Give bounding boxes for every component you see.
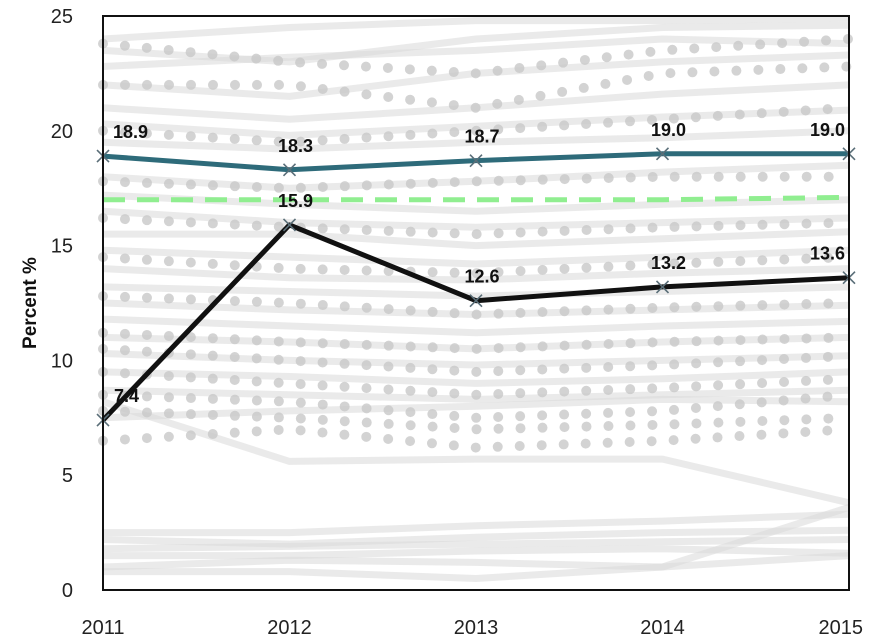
series-1-point-3 <box>655 280 670 294</box>
background-dotted-line-6 <box>98 291 854 320</box>
data-labels: 18.9 18.3 18.7 19.0 19.0 7.4 15.9 12.6 13.2 13.6 <box>113 120 845 406</box>
background-line-11 <box>102 246 850 268</box>
background-line-23 <box>102 526 850 548</box>
data-label-0-1: 18.3 <box>278 136 313 156</box>
data-label-0-3: 19.0 <box>651 120 686 140</box>
data-label-1-4: 13.6 <box>810 244 845 264</box>
series-1-point-2 <box>469 294 483 308</box>
x-tick-label-3: 2014 <box>640 617 685 639</box>
background-line-26 <box>102 503 851 571</box>
y-axis-title: Percent % <box>20 257 41 349</box>
y-tick-label-3: 15 <box>51 236 73 258</box>
x-tick-label-1: 2012 <box>267 617 312 639</box>
data-label-1-2: 12.6 <box>464 267 499 287</box>
background-line-12 <box>102 265 850 284</box>
data-label-1-3: 13.2 <box>651 253 686 273</box>
background-line-0 <box>102 14 850 43</box>
series-0-point-3 <box>655 147 670 161</box>
background-dotted-line-11 <box>98 405 854 435</box>
main-series-group <box>96 147 856 427</box>
background-dotted-line-10 <box>98 389 854 423</box>
series-1-point-1 <box>282 218 297 232</box>
data-label-0-0: 18.9 <box>113 122 148 142</box>
background-dotted-line-1 <box>98 61 854 113</box>
background-line-8 <box>102 191 850 215</box>
background-dotted-line-0 <box>98 34 854 79</box>
background-dotted-line-12 <box>98 424 854 453</box>
y-tick-label-4: 20 <box>51 121 73 143</box>
background-dotted-line-8 <box>98 343 854 377</box>
background-line-15 <box>102 315 850 337</box>
data-label-1-0: 7.4 <box>114 386 139 406</box>
plot-area-frame <box>102 15 850 591</box>
background-line-22 <box>103 510 850 537</box>
background-dotted-line-5 <box>98 252 854 279</box>
background-dotted-line-2 <box>98 102 854 148</box>
y-tick-label-2: 10 <box>51 350 73 372</box>
background-line-24 <box>102 536 850 553</box>
x-tick-label-4: 2015 <box>819 617 864 639</box>
y-tick-label-0: 0 <box>62 580 73 602</box>
background-line-27 <box>103 552 850 582</box>
background-line-10 <box>103 228 850 250</box>
background-dotted-line-7 <box>98 327 854 354</box>
background-line-18 <box>102 368 850 387</box>
y-tick-label-1: 5 <box>62 465 73 487</box>
y-tick-label-5: 25 <box>51 6 73 28</box>
data-label-0-4: 19.0 <box>810 120 845 140</box>
background-line-20 <box>101 398 850 507</box>
series-line-2 <box>103 194 850 203</box>
background-line-9 <box>102 207 850 231</box>
background-line-21 <box>102 395 850 422</box>
background-line-13 <box>102 283 850 300</box>
background-series-group <box>98 14 854 582</box>
series-0-point-2 <box>469 154 483 168</box>
background-line-6 <box>102 127 850 153</box>
series-0-point-1 <box>282 163 297 177</box>
background-line-2 <box>102 35 850 70</box>
x-tick-label-2: 2013 <box>454 617 499 639</box>
data-label-1-1: 15.9 <box>278 191 313 211</box>
background-dotted-line-3 <box>98 171 854 194</box>
data-label-0-2: 18.7 <box>464 127 499 147</box>
background-line-17 <box>102 350 850 369</box>
background-dotted-line-4 <box>98 213 854 240</box>
background-dotted-line-9 <box>98 366 854 400</box>
x-tick-labels: 2011 2012 2013 2014 2015 <box>81 617 863 639</box>
x-tick-label-0: 2011 <box>81 617 124 639</box>
y-tick-labels: 0 5 10 15 20 25 <box>51 6 73 602</box>
